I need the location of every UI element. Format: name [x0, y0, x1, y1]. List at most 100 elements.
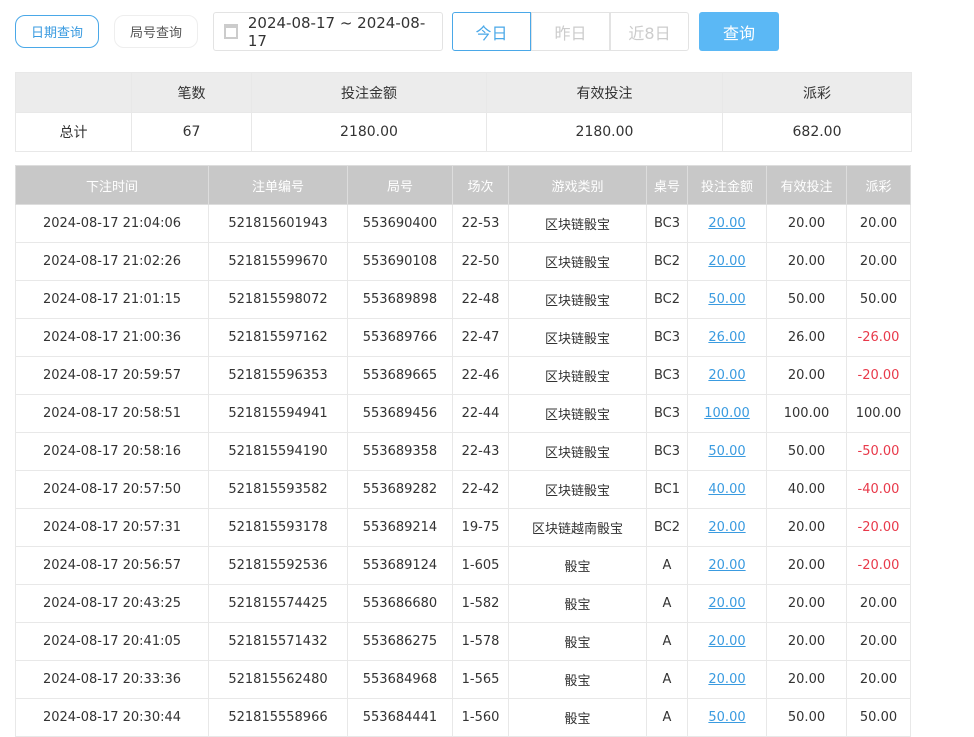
table-cell: 553684441: [347, 698, 453, 737]
table-cell: 50.00: [766, 280, 847, 319]
table-row: 2024-08-17 20:58:51 521815594941 553689456…: [15, 394, 911, 433]
bet-amount-link[interactable]: 20.00: [708, 672, 746, 687]
table-cell: A: [646, 660, 688, 699]
table-cell: 50.00: [687, 280, 767, 319]
table-cell: 20.00: [766, 356, 847, 395]
bet-amount-link[interactable]: 20.00: [708, 368, 746, 383]
table-cell: 骰宝: [508, 698, 647, 737]
table-cell: 区块链骰宝: [508, 394, 647, 433]
date-query-tab[interactable]: 日期查询: [15, 15, 99, 48]
table-cell: 553689898: [347, 280, 453, 319]
table-cell: 521815571432: [208, 622, 348, 661]
table-cell: BC2: [646, 242, 688, 281]
bet-amount-link[interactable]: 20.00: [708, 634, 746, 649]
summary-cell: 682.00: [722, 112, 912, 152]
table-cell: 521815558966: [208, 698, 348, 737]
table-row: 2024-08-17 20:57:31 521815593178 553689214…: [15, 508, 911, 547]
table-row: 2024-08-17 21:04:06 521815601943 553690400…: [15, 204, 911, 243]
table-cell: 521815592536: [208, 546, 348, 585]
table-cell: 20.00: [766, 660, 847, 699]
table-cell: 2024-08-17 20:58:51: [15, 394, 209, 433]
table-cell: BC1: [646, 470, 688, 509]
table-cell: BC3: [646, 356, 688, 395]
table-cell: 20.00: [766, 584, 847, 623]
table-row: 2024-08-17 20:57:50 521815593582 553689282…: [15, 470, 911, 509]
table-cell: 22-48: [452, 280, 509, 319]
table-cell: 20.00: [766, 242, 847, 281]
table-cell: -40.00: [846, 470, 911, 509]
table-row: 2024-08-17 20:59:57 521815596353 553689665…: [15, 356, 911, 395]
bet-amount-link[interactable]: 26.00: [708, 330, 746, 345]
table-cell: 22-53: [452, 204, 509, 243]
bet-amount-link[interactable]: 50.00: [708, 710, 746, 725]
table-cell: 2024-08-17 20:59:57: [15, 356, 209, 395]
table-cell: 553689124: [347, 546, 453, 585]
bet-amount-link[interactable]: 50.00: [708, 444, 746, 459]
table-cell: 521815597162: [208, 318, 348, 357]
table-cell: 2024-08-17 20:58:16: [15, 432, 209, 471]
bet-amount-link[interactable]: 100.00: [704, 406, 750, 421]
bet-amount-link[interactable]: 20.00: [708, 254, 746, 269]
table-cell: 521815594190: [208, 432, 348, 471]
summary-cell: 总计: [15, 112, 132, 152]
last-8-days-button[interactable]: 近8日: [610, 12, 689, 51]
table-cell: 区块链骰宝: [508, 432, 647, 471]
table-cell: 40.00: [687, 470, 767, 509]
table-cell: A: [646, 584, 688, 623]
table-row: 2024-08-17 21:00:36 521815597162 553689766…: [15, 318, 911, 357]
table-cell: 19-75: [452, 508, 509, 547]
table-cell: 1-565: [452, 660, 509, 699]
table-cell: 50.00: [687, 432, 767, 471]
table-cell: 521815593582: [208, 470, 348, 509]
bet-amount-link[interactable]: 50.00: [708, 292, 746, 307]
table-cell: 553689282: [347, 470, 453, 509]
table-cell: 553690400: [347, 204, 453, 243]
bet-amount-link[interactable]: 20.00: [708, 216, 746, 231]
table-cell: 553689766: [347, 318, 453, 357]
table-cell: 20.00: [846, 242, 911, 281]
bet-amount-link[interactable]: 20.00: [708, 520, 746, 535]
table-cell: 553684968: [347, 660, 453, 699]
query-button[interactable]: 查询: [699, 12, 779, 51]
table-cell: 20.00: [687, 356, 767, 395]
table-cell: 2024-08-17 20:41:05: [15, 622, 209, 661]
table-cell: 1-582: [452, 584, 509, 623]
table-cell: 2024-08-17 21:01:15: [15, 280, 209, 319]
table-cell: 22-42: [452, 470, 509, 509]
table-cell: 22-43: [452, 432, 509, 471]
column-header: 场次: [452, 165, 509, 205]
column-header: 投注金额: [687, 165, 767, 205]
table-cell: 553689358: [347, 432, 453, 471]
table-cell: 20.00: [687, 204, 767, 243]
table-cell: 521815574425: [208, 584, 348, 623]
table-cell: A: [646, 546, 688, 585]
table-cell: 2024-08-17 20:30:44: [15, 698, 209, 737]
table-cell: 1-605: [452, 546, 509, 585]
table-cell: 骰宝: [508, 584, 647, 623]
table-cell: 1-560: [452, 698, 509, 737]
table-cell: 20.00: [687, 660, 767, 699]
table-cell: 区块链骰宝: [508, 280, 647, 319]
table-cell: 50.00: [846, 280, 911, 319]
table-cell: 2024-08-17 20:57:31: [15, 508, 209, 547]
table-cell: 100.00: [766, 394, 847, 433]
yesterday-button[interactable]: 昨日: [531, 12, 610, 51]
table-cell: BC3: [646, 204, 688, 243]
table-cell: 区块链骰宝: [508, 356, 647, 395]
date-range-picker[interactable]: 2024-08-17 ~ 2024-08-17: [213, 12, 443, 51]
table-cell: 区块链骰宝: [508, 204, 647, 243]
round-query-tab[interactable]: 局号查询: [114, 15, 198, 48]
bet-amount-link[interactable]: 40.00: [708, 482, 746, 497]
table-cell: 50.00: [766, 698, 847, 737]
summary-header: 有效投注: [486, 72, 723, 113]
table-cell: BC3: [646, 394, 688, 433]
table-cell: -20.00: [846, 546, 911, 585]
bet-amount-link[interactable]: 20.00: [708, 558, 746, 573]
bet-amount-link[interactable]: 20.00: [708, 596, 746, 611]
table-cell: 20.00: [846, 622, 911, 661]
table-cell: 2024-08-17 20:43:25: [15, 584, 209, 623]
table-cell: 521815601943: [208, 204, 348, 243]
table-cell: 20.00: [687, 546, 767, 585]
today-button[interactable]: 今日: [452, 12, 531, 51]
table-cell: 20.00: [846, 584, 911, 623]
